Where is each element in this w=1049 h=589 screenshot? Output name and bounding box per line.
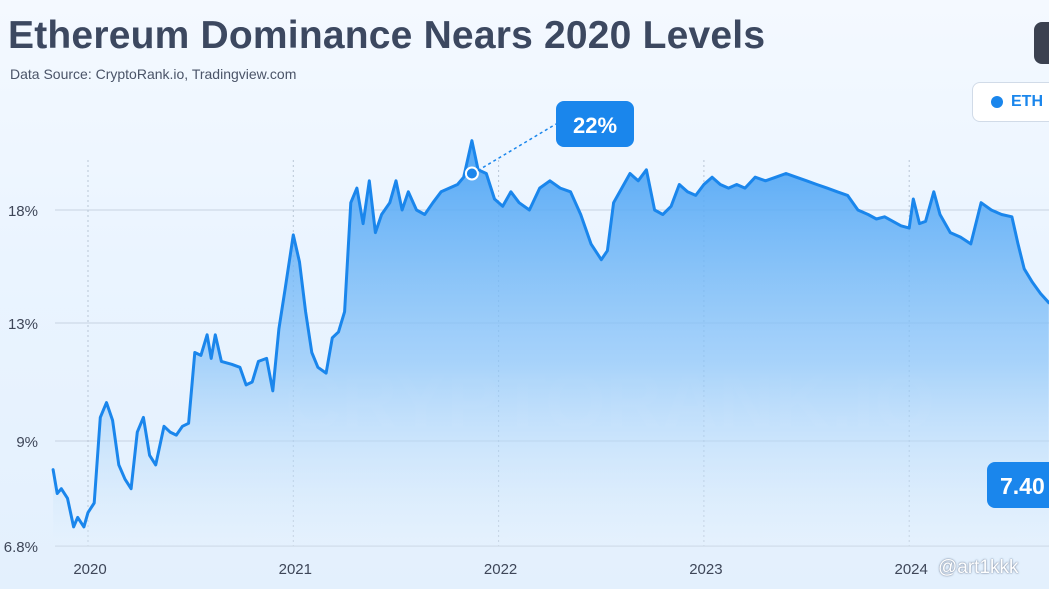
legend-dot-icon [991,96,1003,108]
x-tick-label: 2021 [279,561,312,578]
peak-leader-line [477,123,557,172]
legend-label: ETH [1011,93,1043,110]
eth-dominance-line [51,139,1049,529]
menu-button[interactable] [1034,22,1049,64]
eth-dominance-area [53,140,1049,546]
peak-callout-box [556,101,634,147]
last-value-callout-box [987,462,1049,508]
y-tick-label: 9% [16,434,38,451]
chart-title: Ethereum Dominance Nears 2020 Levels [8,14,766,57]
x-tick-label: 2022 [484,561,517,578]
x-tick-label: 2020 [73,561,106,578]
x-tick-label: 2023 [689,561,722,578]
peak-marker [464,166,479,181]
author-watermark: @art1kkk [938,557,1019,578]
y-tick-label: 13% [8,316,38,333]
x-tick-label: 2024 [895,561,928,578]
legend-eth[interactable]: ETH [972,82,1049,122]
peak-callout-label: 22% [573,113,617,138]
last-value-callout-label: 7.40 [1000,473,1045,499]
y-tick-label: 6.8% [4,539,38,556]
y-tick-label: 18% [8,203,38,220]
data-source-subtitle: Data Source: CryptoRank.io, Tradingview.… [10,66,297,82]
